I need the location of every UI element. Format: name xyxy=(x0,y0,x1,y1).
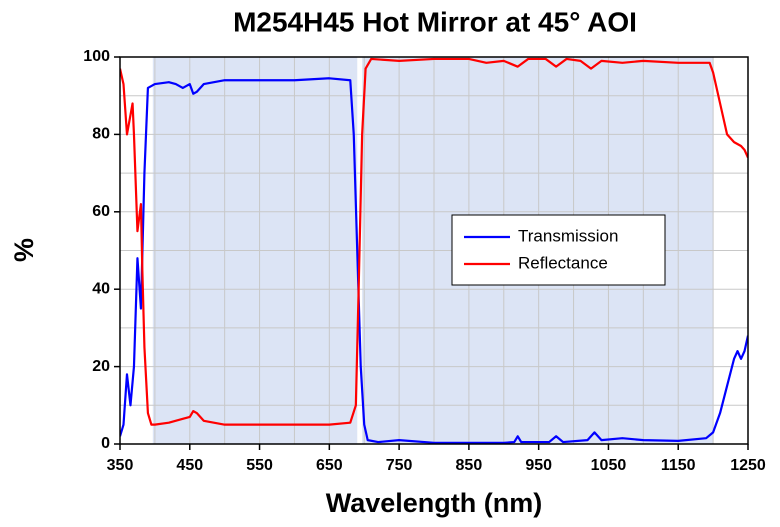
x-tick-label: 950 xyxy=(525,457,552,474)
data-line xyxy=(120,77,748,444)
y-tick-label: 100 xyxy=(83,48,110,65)
legend-label: Transmission xyxy=(518,226,618,245)
x-tick-label: 1050 xyxy=(591,457,627,474)
x-tick-label: 1150 xyxy=(661,457,696,474)
y-tick-label: 40 xyxy=(92,280,110,297)
x-tick-label: 350 xyxy=(107,457,134,474)
y-tick-label: 20 xyxy=(92,358,110,375)
y-tick-label: 0 xyxy=(101,435,110,452)
y-tick-label: 80 xyxy=(92,126,110,143)
legend-label: Reflectance xyxy=(518,253,608,272)
x-axis-label: Wavelength (nm) xyxy=(326,488,543,518)
x-tick-label: 1250 xyxy=(730,457,766,474)
legend-box xyxy=(451,214,666,286)
data-line xyxy=(120,57,748,426)
chart-title: M254H45 Hot Mirror at 45° AOI xyxy=(233,6,637,37)
x-tick-label: 550 xyxy=(246,457,273,474)
y-tick-label: 60 xyxy=(92,203,110,220)
x-tick-label: 650 xyxy=(316,457,343,474)
y-axis-label: % xyxy=(9,238,39,262)
x-tick-label: 750 xyxy=(386,457,413,474)
plot-frame xyxy=(119,56,749,445)
x-tick-label: 850 xyxy=(456,457,483,474)
x-tick-label: 450 xyxy=(176,457,203,474)
